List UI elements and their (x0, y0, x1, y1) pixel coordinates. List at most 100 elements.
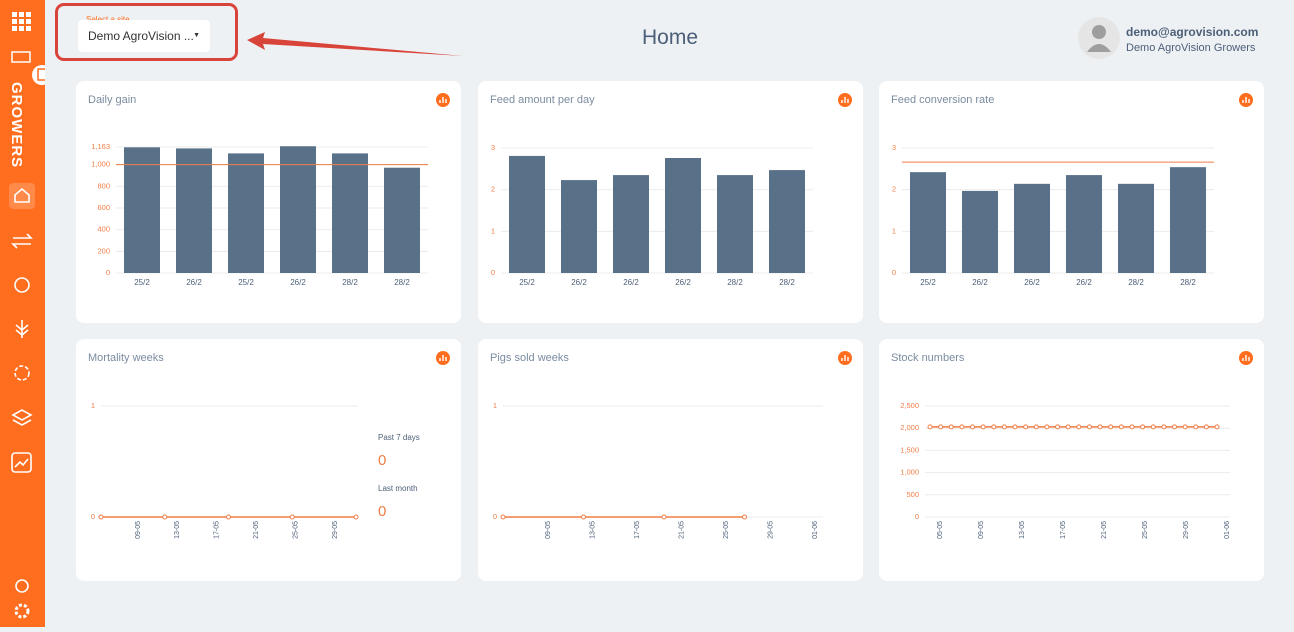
y-tick-label: 0 (493, 512, 497, 521)
feed-icon[interactable] (15, 320, 29, 338)
x-tick-label: 28/2 (342, 278, 358, 287)
bar (176, 148, 212, 273)
home-active[interactable] (9, 183, 35, 209)
x-tick-label: 26/2 (186, 278, 202, 287)
chart-title: Feed amount per day (490, 94, 595, 106)
point (1044, 424, 1050, 430)
point (980, 424, 986, 430)
bar (1170, 167, 1206, 273)
x-tick-label: 25/2 (920, 278, 936, 287)
chart-menu-glyph (841, 97, 849, 103)
x-tick-label: 09-05 (978, 521, 985, 539)
y-tick-label: 1 (491, 226, 495, 235)
x-tick-label: 26/2 (571, 278, 587, 287)
y-tick-label: 2 (892, 185, 896, 194)
chart-title: Mortality weeks (88, 352, 164, 364)
y-tick-label: 200 (97, 246, 110, 255)
bar (769, 170, 805, 273)
point (959, 424, 965, 430)
chart-title: Stock numbers (891, 352, 965, 364)
y-tick-label: 600 (97, 203, 110, 212)
apps-icon[interactable] (12, 12, 31, 31)
x-tick-label: 28/2 (394, 278, 410, 287)
point (742, 514, 747, 520)
point (1086, 424, 1092, 430)
y-tick-label: 3 (892, 143, 896, 152)
site-label: Select a site (86, 15, 130, 24)
y-tick-label: 1,163 (91, 142, 110, 151)
point (353, 514, 359, 520)
stat-label: Past 7 days (378, 433, 420, 442)
point (927, 424, 933, 430)
stat-label: Last month (378, 484, 418, 493)
x-tick-label: 29-05 (1183, 521, 1190, 539)
point (1150, 424, 1156, 430)
sidebar: GROWERS (0, 0, 52, 627)
tool-icon[interactable] (14, 277, 30, 293)
annotation-arrow (247, 32, 463, 56)
x-tick-label: 25-05 (292, 521, 299, 539)
y-tick-label: 1,500 (900, 445, 919, 454)
avatar[interactable] (1078, 17, 1120, 59)
y-tick-label: 0 (892, 268, 896, 277)
health-icon[interactable] (14, 365, 30, 381)
point (1171, 424, 1177, 430)
x-tick-label: 21-05 (678, 521, 685, 539)
x-tick-label: 25-05 (1142, 521, 1149, 539)
point (1097, 424, 1103, 430)
x-tick-label: 25/2 (519, 278, 535, 287)
x-tick-label: 28/2 (1128, 278, 1144, 287)
y-tick-label: 1,000 (900, 468, 919, 477)
x-tick-label: 29-05 (767, 521, 774, 539)
help-icon[interactable] (15, 579, 29, 593)
x-tick-label: 26/2 (972, 278, 988, 287)
chart-menu-glyph (439, 97, 447, 103)
y-tick-label: 0 (91, 512, 95, 521)
point (1214, 424, 1220, 430)
x-tick-label: 17-05 (634, 521, 641, 539)
x-tick-label: 26/2 (675, 278, 691, 287)
stat-value: 0 (378, 452, 386, 469)
bar (1118, 183, 1154, 273)
bar (332, 153, 368, 273)
point (970, 424, 976, 430)
site-select[interactable]: Demo AgroVision ... ▼ (78, 20, 210, 52)
point (98, 514, 104, 520)
point (661, 514, 667, 520)
chart-card: Stock numbers 0 500 1,000 1,500 2,000 2,500 05-… (879, 339, 1264, 581)
chart-card: Daily gain 0 200 400 600 800 1,000 1,163 25/2 26/… (76, 81, 461, 323)
x-tick-label: 28/2 (1180, 278, 1196, 287)
x-tick-label: 09-05 (135, 521, 142, 539)
reports-line (14, 458, 29, 468)
dropdown-caret: ▼ (193, 32, 200, 39)
x-tick-label: 21-05 (253, 521, 260, 539)
user-org: Demo AgroVision Growers (1126, 42, 1256, 54)
chart-menu-glyph (439, 355, 447, 361)
point (1193, 424, 1199, 430)
x-tick-label: 25/2 (134, 278, 150, 287)
x-tick-label: 26/2 (1024, 278, 1040, 287)
x-tick-label: 26/2 (1076, 278, 1092, 287)
x-tick-label: 26/2 (290, 278, 306, 287)
point (289, 514, 295, 520)
settings-icon[interactable] (14, 603, 30, 619)
x-tick-label: 28/2 (779, 278, 795, 287)
farm-icon[interactable] (11, 51, 31, 63)
layers-icon[interactable] (11, 409, 33, 426)
point (1001, 424, 1007, 430)
y-tick-label: 2,500 (900, 401, 919, 410)
point (1023, 424, 1029, 430)
bar (124, 147, 160, 273)
site-selector-highlight: Select a site Demo AgroVision ...▼ (55, 3, 238, 61)
point (1161, 424, 1167, 430)
x-tick-label: 25/2 (238, 278, 254, 287)
chart-title: Daily gain (88, 94, 136, 106)
chart-card: Mortality weeks 0 1 09-05 13-05 17-05 21-05 25-… (76, 339, 461, 581)
point (1055, 424, 1061, 430)
point (226, 514, 231, 520)
reports-icon[interactable] (11, 452, 32, 473)
transfer-icon[interactable] (11, 233, 33, 249)
x-tick-label: 13-05 (589, 521, 596, 539)
chart-card: Feed conversion rate 0 1 2 3 25/2 26/2 26/2 26/2… (879, 81, 1264, 323)
